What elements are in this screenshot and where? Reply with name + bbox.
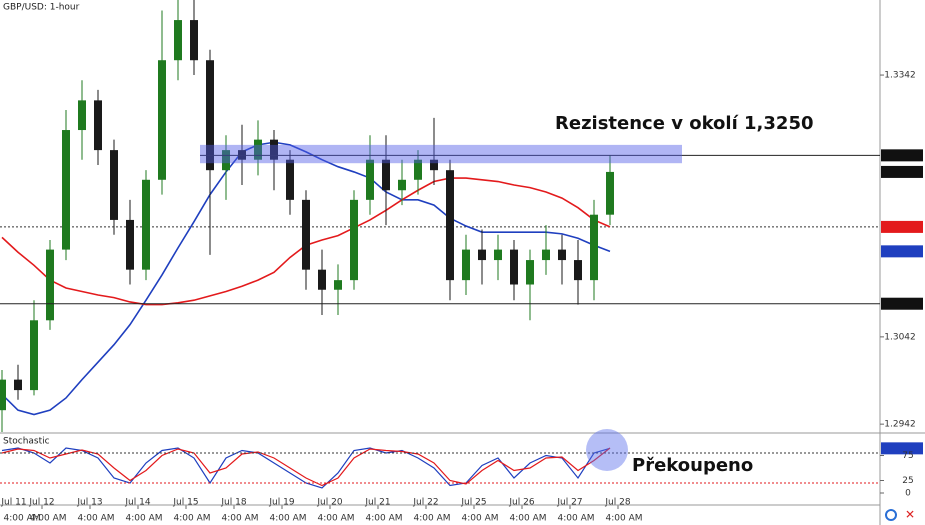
x-tick-label: Jul 28 bbox=[604, 498, 630, 508]
indicator-title: Stochastic bbox=[3, 437, 50, 447]
x-tick-label: Jul 13 bbox=[76, 498, 102, 508]
x-tick-label: Jul 19 bbox=[268, 498, 294, 508]
x-tick-label: Jul 15 bbox=[172, 498, 198, 508]
price-box bbox=[881, 149, 923, 162]
price-box bbox=[881, 165, 923, 178]
y-tick-label: 25 bbox=[902, 476, 913, 486]
annotation: Překoupeno bbox=[632, 455, 753, 476]
corner-icons: ✕ bbox=[885, 508, 915, 522]
x-tick-label: 4:00 AM bbox=[4, 514, 41, 524]
x-tick-label: Jul 12 bbox=[28, 498, 54, 508]
x-tick-label: Jul 11 bbox=[0, 498, 26, 508]
x-tick-label: Jul 14 bbox=[124, 498, 150, 508]
stochastic-line bbox=[1, 447, 611, 487]
x-tick-label: 4:00 AM bbox=[462, 514, 499, 524]
resistance-zone bbox=[200, 144, 682, 164]
overbought-highlight bbox=[586, 429, 628, 471]
x-tick-label: 4:00 AM bbox=[126, 514, 163, 524]
y-tick-label: 0 bbox=[905, 489, 911, 499]
y-tick-label: 1.2942 bbox=[884, 420, 916, 430]
icon: ✕ bbox=[905, 508, 915, 522]
y-tick-label: 75 bbox=[902, 451, 913, 461]
x-tick-label: 4:00 AM bbox=[270, 514, 307, 524]
stochastic-line bbox=[1, 447, 611, 489]
x-tick-label: 4:00 AM bbox=[606, 514, 643, 524]
annotation: Rezistence v okolí 1,3250 bbox=[555, 113, 814, 134]
x-tick-label: Jul 20 bbox=[316, 498, 342, 508]
x-tick-label: Jul 21 bbox=[364, 498, 390, 508]
price-box bbox=[881, 220, 923, 233]
moving-average bbox=[1, 141, 611, 416]
y-tick-label: 1.3342 bbox=[884, 71, 916, 81]
candle-body bbox=[0, 379, 6, 411]
icon bbox=[885, 509, 897, 521]
x-tick-label: Jul 27 bbox=[556, 498, 582, 508]
value-box bbox=[881, 442, 923, 455]
x-tick-label: 4:00 AM bbox=[558, 514, 595, 524]
x-tick-label: 4:00 AM bbox=[366, 514, 403, 524]
x-tick-label: Jul 26 bbox=[508, 498, 534, 508]
x-tick-label: Jul 22 bbox=[412, 498, 438, 508]
x-tick-label: Jul 18 bbox=[220, 498, 246, 508]
x-tick-label: Jul 25 bbox=[460, 498, 486, 508]
x-tick-label: 4:00 AM bbox=[318, 514, 355, 524]
x-tick-label: 4:00 AM bbox=[30, 514, 67, 524]
x-tick-label: 4:00 AM bbox=[222, 514, 259, 524]
x-tick-label: 4:00 AM bbox=[414, 514, 451, 524]
price-box bbox=[881, 297, 923, 310]
x-tick-label: 4:00 AM bbox=[174, 514, 211, 524]
x-tick-label: 4:00 AM bbox=[510, 514, 547, 524]
chart-title: GBP/USD: 1-hour bbox=[3, 3, 80, 13]
price-box bbox=[881, 245, 923, 258]
y-tick-label: 1.3042 bbox=[884, 332, 916, 342]
x-tick-label: 4:00 AM bbox=[78, 514, 115, 524]
